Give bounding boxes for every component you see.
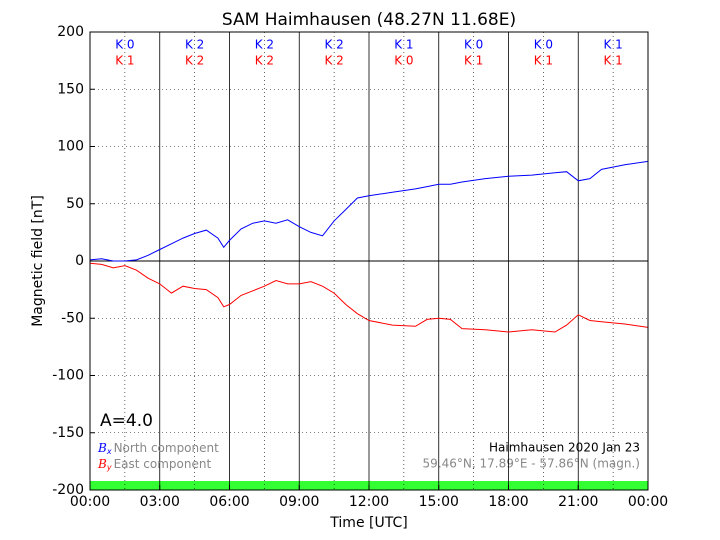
legend-subscript: x	[106, 447, 112, 456]
k-index: K 1	[464, 54, 483, 68]
station-label: Haimhausen 2020 Jan 23	[489, 441, 640, 455]
y-tick-label: 0	[75, 253, 84, 269]
k-index: K 1	[115, 54, 134, 68]
x-axis-label: Time [UTC]	[329, 515, 407, 531]
x-tick-label: 15:00	[419, 494, 459, 510]
k-index: K 2	[255, 38, 274, 52]
y-tick-label: 200	[57, 24, 84, 40]
y-tick-label: 150	[57, 81, 84, 97]
legend-symbol: B	[97, 441, 107, 455]
y-axis-label: Magnetic field [nT]	[30, 195, 46, 327]
legend-name: East component	[114, 457, 212, 471]
legend-symbol: B	[97, 457, 107, 471]
x-tick-label: 06:00	[209, 494, 249, 510]
legend-entry: By East component	[97, 457, 211, 472]
y-tick-label: 100	[57, 139, 84, 155]
x-tick-label: 12:00	[349, 494, 389, 510]
x-tick-label: 03:00	[140, 494, 180, 510]
y-tick-label: -100	[52, 368, 84, 384]
x-tick-label: 09:00	[279, 494, 319, 510]
activity-index: A=4.0	[100, 411, 153, 431]
k-index: K 2	[255, 54, 274, 68]
x-tick-label: 00:00	[70, 494, 110, 510]
x-tick-label: 21:00	[558, 494, 598, 510]
k-index: K 1	[394, 38, 413, 52]
chart-title: SAM Haimhausen (48.27N 11.68E)	[222, 10, 516, 30]
x-tick-label: 18:00	[488, 494, 528, 510]
k-index: K 1	[603, 54, 622, 68]
k-index: K 2	[185, 38, 204, 52]
y-tick-label: -200	[52, 482, 84, 498]
legend-subscript: y	[106, 463, 112, 472]
k-index: K 1	[534, 54, 553, 68]
coords-label: 59.46°N, 17.89°E - 57.86°N (magn.)	[423, 457, 640, 471]
k-index: K 0	[464, 38, 483, 52]
k-index: K 0	[534, 38, 553, 52]
y-tick-label: -150	[52, 425, 84, 441]
series-line	[89, 262, 649, 333]
y-tick-label: 50	[66, 196, 84, 212]
legend-name: North component	[114, 441, 220, 455]
legend-entry: Bx North component	[97, 441, 219, 456]
k-index: K 1	[603, 38, 622, 52]
k-index: K 0	[394, 54, 413, 68]
k-index: K 2	[324, 54, 343, 68]
x-tick-label: 00:00	[628, 494, 668, 510]
y-tick-label: -50	[61, 310, 84, 326]
k-index: K 0	[115, 38, 134, 52]
k-index: K 2	[185, 54, 204, 68]
series-line	[89, 160, 649, 262]
k-index: K 2	[324, 38, 343, 52]
